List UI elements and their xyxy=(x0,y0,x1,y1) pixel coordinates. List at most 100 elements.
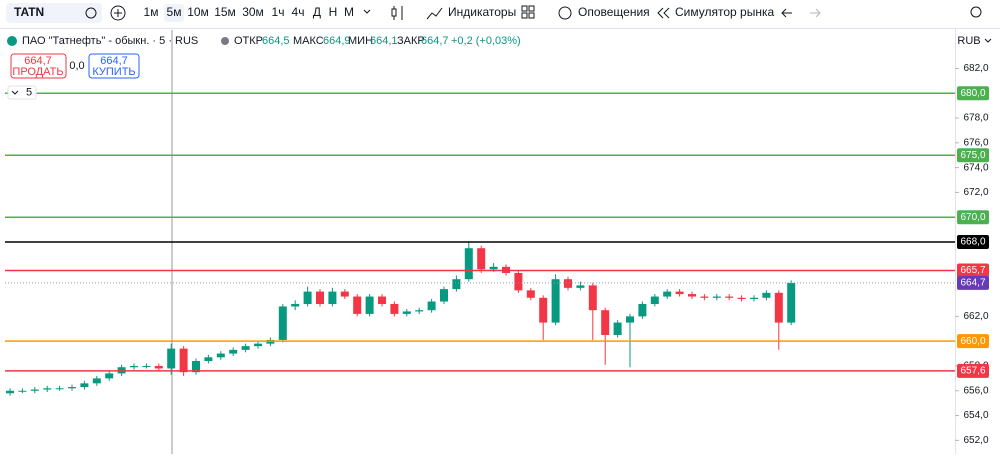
simulator-button[interactable]: Симулятор рынка xyxy=(675,5,774,19)
symbol-logo xyxy=(7,36,17,46)
legend-eye[interactable] xyxy=(221,37,229,45)
y-tick-label: 672,0 xyxy=(963,187,988,198)
interval-button[interactable]: 5м xyxy=(167,5,182,19)
candle-body xyxy=(688,294,696,297)
symbol[interactable]: TATN xyxy=(14,5,44,19)
candle-body xyxy=(650,296,659,304)
candle-body xyxy=(328,291,337,304)
candle-body xyxy=(464,248,473,280)
candle-body xyxy=(514,272,523,291)
symbol-icon xyxy=(85,7,97,19)
interval-button[interactable]: 1м xyxy=(144,5,159,19)
buy-price: 664,7 xyxy=(100,55,128,67)
layouts-icon[interactable] xyxy=(521,5,528,12)
level-label: 668,0 xyxy=(960,237,985,248)
legend-low-label: МИН xyxy=(348,35,373,47)
redo-button[interactable] xyxy=(810,8,821,18)
candle-body xyxy=(167,348,176,369)
interval-button[interactable]: 30м xyxy=(242,5,264,19)
candle-body xyxy=(700,296,709,298)
sell-button[interactable] xyxy=(10,53,67,79)
candle-body xyxy=(216,353,225,358)
candle-body xyxy=(179,348,188,373)
candle-body xyxy=(539,297,548,323)
legend-open-label: ОТКР xyxy=(234,35,263,47)
candle-body xyxy=(613,322,622,335)
legend-close: 664,7 xyxy=(421,35,449,47)
search-button[interactable] xyxy=(970,6,982,18)
candle-body xyxy=(254,343,262,347)
candle-body xyxy=(204,357,213,362)
candle-body xyxy=(80,383,89,388)
interval-button[interactable]: 1ч xyxy=(272,5,285,19)
candle-body xyxy=(6,390,14,394)
candle-body xyxy=(353,296,362,314)
currency[interactable]: RUB xyxy=(957,35,980,47)
candle-body xyxy=(55,388,64,390)
indicators-button[interactable]: Индикаторы xyxy=(448,5,516,19)
legend-high-label: МАКС xyxy=(293,35,324,47)
y-tick-label: 678,0 xyxy=(963,113,988,124)
candle-body xyxy=(638,303,647,317)
candle-body xyxy=(750,297,758,300)
candle-body xyxy=(477,248,486,270)
candle-body xyxy=(737,297,746,300)
candle-body xyxy=(340,291,349,297)
candle-body xyxy=(390,303,399,314)
buy-button[interactable] xyxy=(88,53,140,79)
candle-body xyxy=(762,292,771,298)
candle-body xyxy=(452,279,461,290)
indicators-toggle[interactable] xyxy=(7,85,37,100)
alerts-button[interactable]: Оповещения xyxy=(578,5,650,19)
candle-body xyxy=(489,266,498,270)
sell-label: ПРОДАТЬ xyxy=(12,66,63,78)
level-label-box xyxy=(957,263,989,278)
legend-high: 664,9 xyxy=(323,35,351,47)
candle-body xyxy=(378,296,386,304)
interval-button[interactable]: 4ч xyxy=(292,5,305,19)
candle-body xyxy=(192,361,200,373)
level-label-box xyxy=(957,148,989,163)
interval-button[interactable]: 15м xyxy=(214,5,236,19)
candle-body xyxy=(130,365,138,368)
y-tick-label: 676,0 xyxy=(963,137,988,148)
candle-body xyxy=(154,365,163,369)
candle-body xyxy=(663,291,672,297)
candle-body xyxy=(303,291,312,304)
candle-body xyxy=(576,285,585,288)
simulator-icon xyxy=(657,7,670,19)
interval-button[interactable]: М xyxy=(344,5,354,19)
intervals-more[interactable] xyxy=(363,9,371,14)
candle-body xyxy=(526,290,535,298)
candle-body xyxy=(774,292,783,323)
candle-body xyxy=(43,388,52,390)
symbol-box[interactable] xyxy=(6,3,102,23)
candle-body xyxy=(142,365,151,367)
interval-button[interactable]: 10м xyxy=(187,5,209,19)
compare-button[interactable] xyxy=(110,5,126,21)
candle-body xyxy=(68,387,76,389)
level-label-box xyxy=(957,363,989,378)
candle-body xyxy=(427,301,436,311)
legend-title: ПАО "Татнефть" - обыкн. · 5 · RUS xyxy=(22,35,198,47)
interval-button[interactable]: Н xyxy=(329,5,338,19)
y-tick-label: 674,0 xyxy=(963,162,988,173)
legend-change: +0,2 (+0,03%) xyxy=(451,35,521,47)
candle-body xyxy=(787,282,796,323)
candle-body xyxy=(278,306,287,340)
candle-body xyxy=(626,316,634,323)
level-label-box xyxy=(957,86,989,101)
plus-icon xyxy=(114,9,122,17)
candle-body xyxy=(564,279,572,288)
undo-button[interactable] xyxy=(781,8,792,18)
level-label: 660,0 xyxy=(960,336,985,347)
candle-body xyxy=(291,303,300,307)
level-label-box xyxy=(957,235,989,249)
indicators-count: 5 xyxy=(26,86,32,98)
interval-button[interactable]: Д xyxy=(313,5,321,19)
y-tick-label: 656,0 xyxy=(963,385,988,396)
y-tick-label: 652,0 xyxy=(963,435,988,446)
candle-body xyxy=(588,285,597,311)
candle-body xyxy=(601,310,610,335)
